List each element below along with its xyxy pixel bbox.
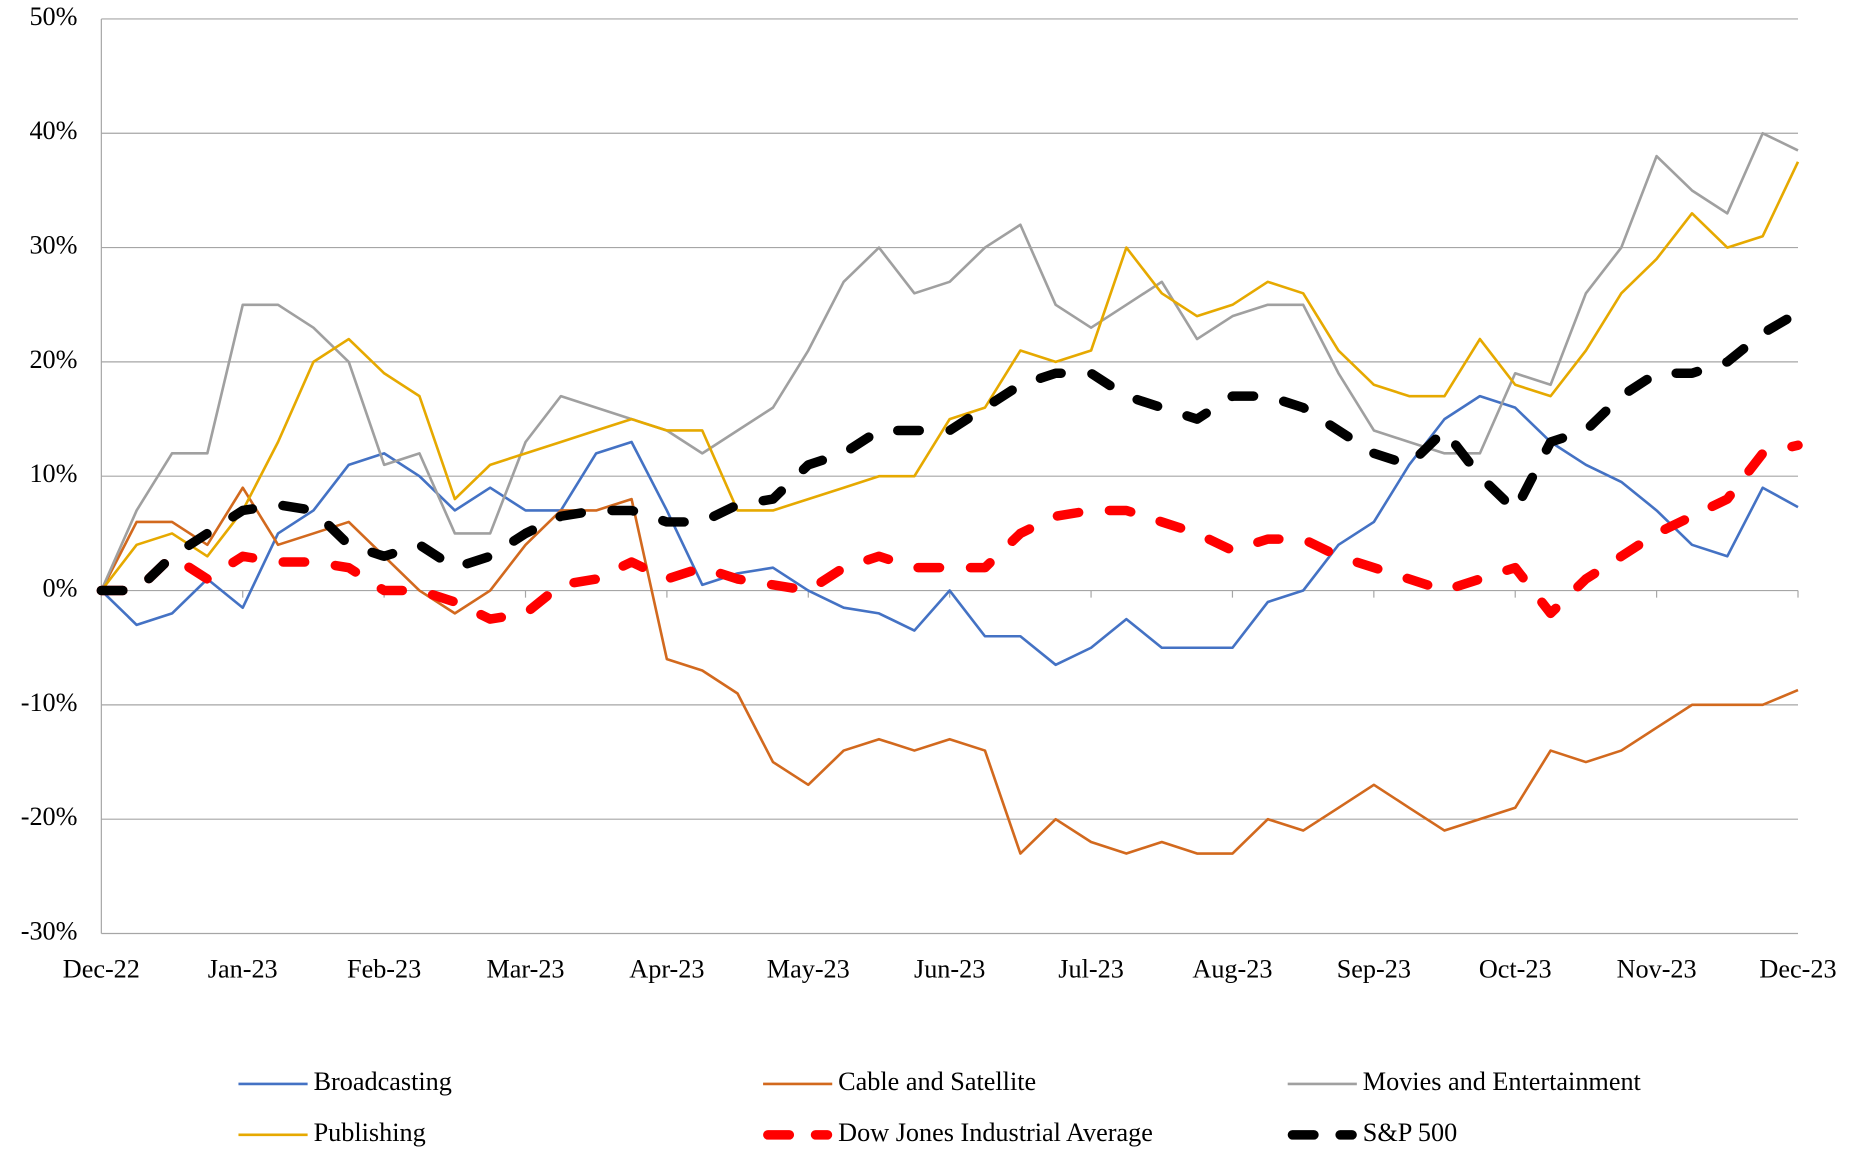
y-tick-label: 40% — [29, 116, 77, 145]
x-tick-label: Apr-23 — [629, 954, 704, 983]
y-tick-label: 0% — [43, 574, 78, 603]
series-line — [96, 308, 1803, 596]
y-tick-label: -30% — [21, 917, 78, 946]
x-tick-label: Aug-23 — [1192, 954, 1272, 983]
legend-label: Cable and Satellite — [838, 1067, 1036, 1096]
legend-label: Dow Jones Industrial Average — [838, 1118, 1153, 1147]
x-tick-label: Jan-23 — [208, 954, 278, 983]
x-tick-label: Dec-23 — [1759, 954, 1836, 983]
x-tick-label: Sep-23 — [1337, 954, 1411, 983]
x-tick-label: Nov-23 — [1617, 954, 1697, 983]
x-tick-label: Oct-23 — [1479, 954, 1552, 983]
y-tick-label: 10% — [29, 459, 77, 488]
x-tick-label: Jun-23 — [914, 954, 985, 983]
y-tick-label: -10% — [21, 688, 78, 717]
y-tick-label: -20% — [21, 802, 78, 831]
x-tick-label: May-23 — [767, 954, 850, 983]
y-tick-label: 30% — [29, 231, 77, 260]
legend-label: Broadcasting — [314, 1067, 452, 1096]
legend-label: Movies and Entertainment — [1363, 1067, 1642, 1096]
series-line — [100, 394, 1799, 667]
series-line — [100, 486, 1799, 855]
y-tick-label: 20% — [29, 345, 77, 374]
y-tick-label: 50% — [29, 2, 77, 31]
x-tick-label: Feb-23 — [347, 954, 421, 983]
series-line — [100, 131, 1799, 592]
x-tick-label: Dec-22 — [63, 954, 140, 983]
x-tick-label: Mar-23 — [486, 954, 564, 983]
series-line — [100, 161, 1800, 592]
series-line — [96, 440, 1803, 624]
legend-label: S&P 500 — [1363, 1118, 1457, 1147]
legend-label: Publishing — [314, 1118, 426, 1147]
x-tick-label: Jul-23 — [1058, 954, 1124, 983]
